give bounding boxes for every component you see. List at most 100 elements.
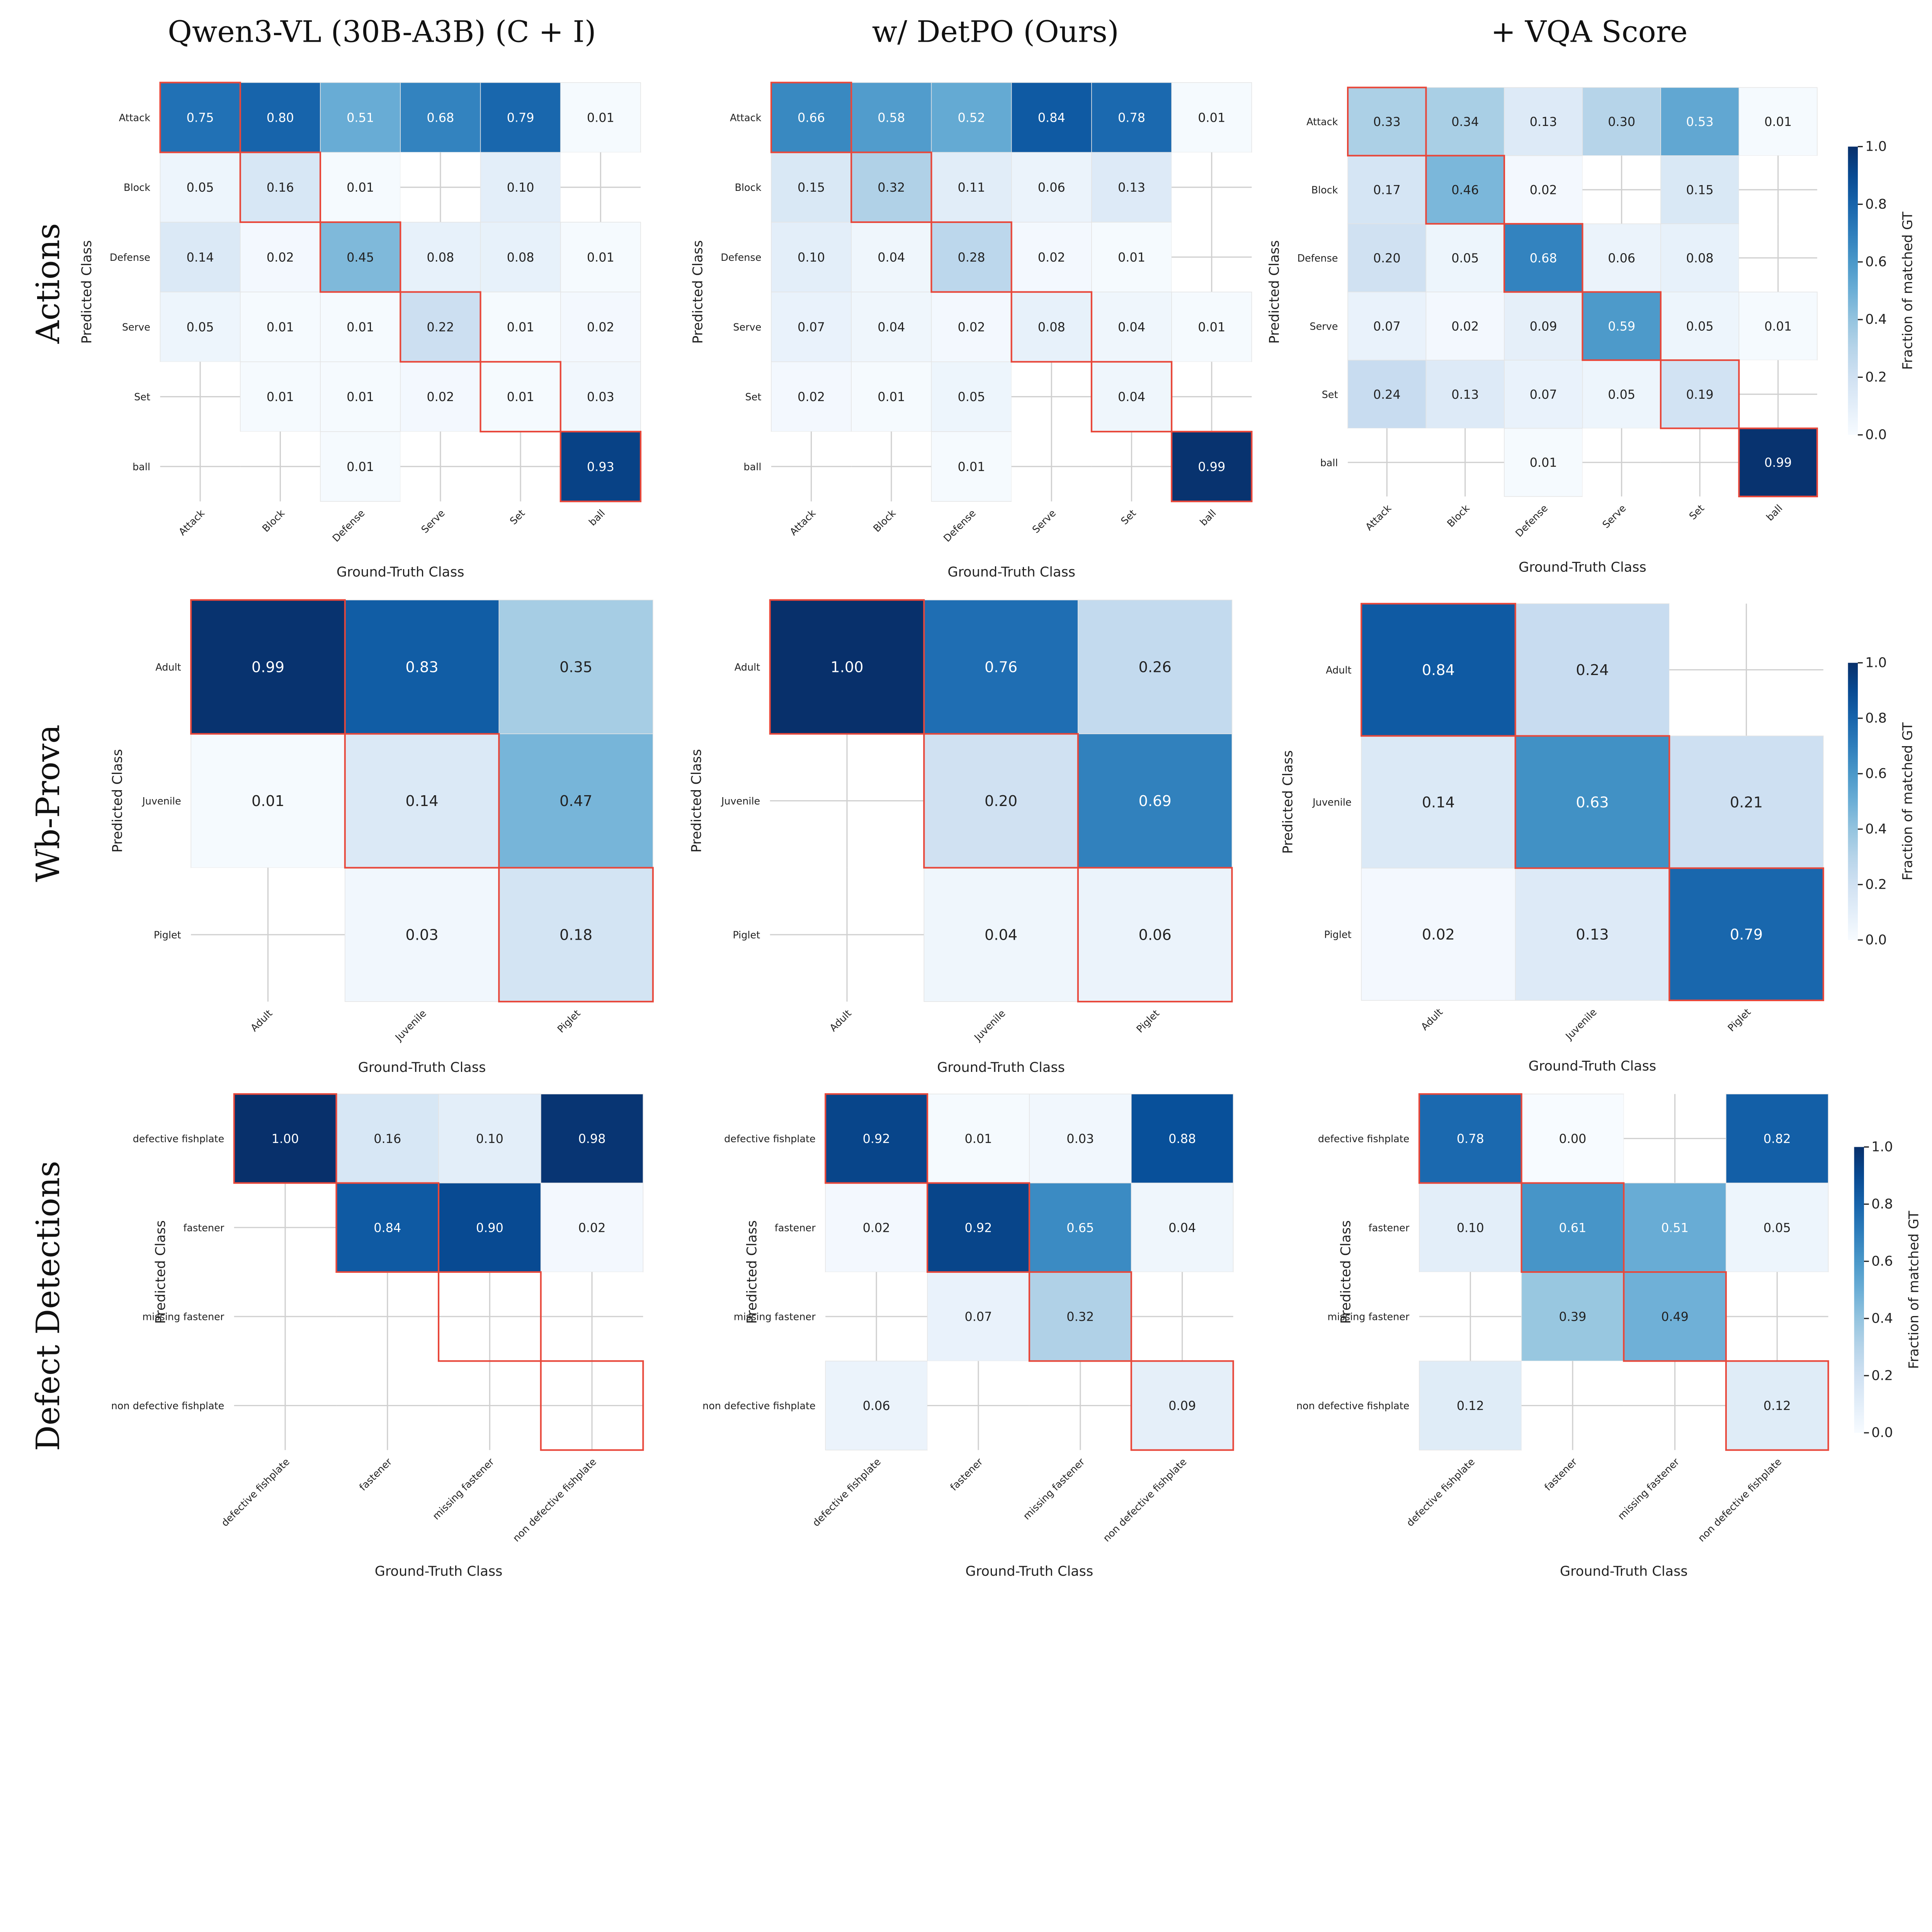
heatmap-cell [1521,1182,1624,1272]
y-axis-label: Predicted Class [79,240,95,344]
y-tick-label: Defense [1297,253,1338,264]
heatmap-cell [240,291,321,362]
heatmap-7: 1.00 0.16 0.10 0.98 0.84 0.90 0.02 defective fi… [111,1093,644,1579]
cell-value: 0.45 [347,250,374,265]
heatmap-cell [1660,291,1740,361]
cell-value: 0.20 [1373,251,1401,265]
y-tick-label: Juvenile [141,796,181,807]
x-tick-label: Attack [177,507,207,538]
diagonal-highlight [480,361,561,433]
heatmap-cell [1504,223,1583,293]
heatmap-cell [320,291,401,362]
y-tick-label: missing fastener [1328,1311,1410,1323]
heatmap-cell [1171,82,1252,153]
heatmap-cell [927,1182,1030,1272]
y-tick-label: non defective fishplate [111,1400,224,1412]
cell-value: 0.26 [1139,659,1172,676]
x-axis-label: Ground-Truth Class [1519,559,1646,575]
heatmap-cell [336,1182,439,1272]
heatmap-cell [851,152,932,223]
diagonal-highlight [1077,867,1233,1003]
heatmap-cell [560,361,641,432]
cell-value: 0.16 [374,1131,401,1146]
cell-value: 0.06 [863,1398,890,1413]
cell-value: 0.01 [958,459,985,474]
diagonal-highlight [335,1182,440,1273]
heatmap-cell [233,1094,337,1184]
heatmap-cell [1425,155,1505,224]
x-axis-label: Ground-Truth Class [375,1563,503,1579]
x-axis-label: Ground-Truth Class [937,1060,1065,1075]
heatmap-cell [923,733,1078,868]
heatmap-cell [1738,291,1818,361]
x-tick-label: Block [871,507,898,534]
heatmap-cell [771,152,852,223]
x-tick-label: Block [1445,502,1472,529]
heatmap-cell [825,1094,928,1184]
diagonal-highlight [498,867,654,1003]
cell-value: 0.04 [985,927,1017,944]
column-title-1: Qwen3-VL (30B-A3B) (C + I) [168,15,596,49]
x-tick-label: Adult [828,1008,854,1034]
heatmap-cell [480,152,561,223]
cell-value: 0.13 [1451,387,1479,402]
cell-value: 0.28 [958,250,985,265]
heatmap-cell [320,361,401,432]
x-tick-label: ball [1198,507,1219,528]
heatmap-cell [336,1094,439,1184]
diagonal-highlight [190,599,346,735]
colorbar-tick-label: 0.2 [1865,369,1887,385]
diagonal-highlight [923,733,1079,869]
heatmap-cell [1029,1182,1132,1272]
heatmap-cell [1521,1094,1624,1184]
heatmap-cell [923,867,1078,1002]
x-tick-label: Piglet [1726,1007,1753,1034]
diagonal-highlight [1738,427,1818,497]
cell-value: 0.16 [267,180,294,195]
heatmap-cell [240,152,321,223]
x-tick-label: Attack [1363,502,1394,533]
heatmap-cell [1582,291,1661,361]
heatmap-cell [1521,1272,1624,1362]
cell-value: 0.03 [405,927,438,944]
heatmap-cell [1131,1094,1234,1184]
figure: Qwen3-VL (30B-A3B) (C + I) w/ DetPO (Our… [29,15,1922,1579]
diagonal-highlight [1660,359,1740,429]
heatmap-cell [851,361,932,432]
diagonal-highlight [1090,361,1173,433]
diagonal-highlight [437,1271,542,1362]
x-tick-label: Set [508,507,527,527]
cell-value: 0.84 [374,1220,401,1235]
cell-value: 0.07 [798,320,825,334]
cell-value: 0.01 [1118,250,1145,265]
y-tick-label: defective fishplate [724,1133,816,1145]
colorbar-2: 0.0 0.2 0.4 0.6 0.8 1.0 Fraction of matched GT [1848,655,1915,948]
heatmap-cell [1361,603,1516,736]
y-axis-label: Predicted Class [1280,750,1296,854]
cell-value: 1.00 [830,659,863,676]
x-tick-label: Serve [419,507,447,536]
cell-value: 0.01 [964,1131,992,1146]
heatmap-cell [923,599,1078,735]
cell-value: 0.07 [1530,387,1557,402]
heatmap-cell [1419,1182,1522,1272]
heatmap-cell [400,291,481,362]
cell-value: 0.68 [1530,251,1557,265]
cell-value: 0.01 [1198,110,1225,125]
diagonal-highlight [769,599,925,735]
heatmap-cell [1669,735,1824,869]
y-tick-label: Serve [122,322,150,333]
y-tick-label: missing fastener [142,1311,224,1323]
diagonal-highlight [319,221,401,293]
heatmap-5: 1.00 0.76 0.26 0.20 0.69 0.04 0.06 Adult Juvenil… [689,599,1233,1075]
y-tick-label: fastener [1369,1222,1410,1234]
cell-value: 0.01 [1530,455,1557,470]
heatmap-cell [560,82,641,153]
heatmap-cell [1419,1361,1522,1451]
colorbar-label: Fraction of matched GT [1906,1211,1922,1369]
heatmap-cell [1582,223,1661,293]
cell-value: 0.99 [252,659,284,676]
y-tick-label: Set [134,391,150,403]
cell-value: 0.02 [267,250,294,265]
cell-value: 0.06 [1139,927,1172,944]
